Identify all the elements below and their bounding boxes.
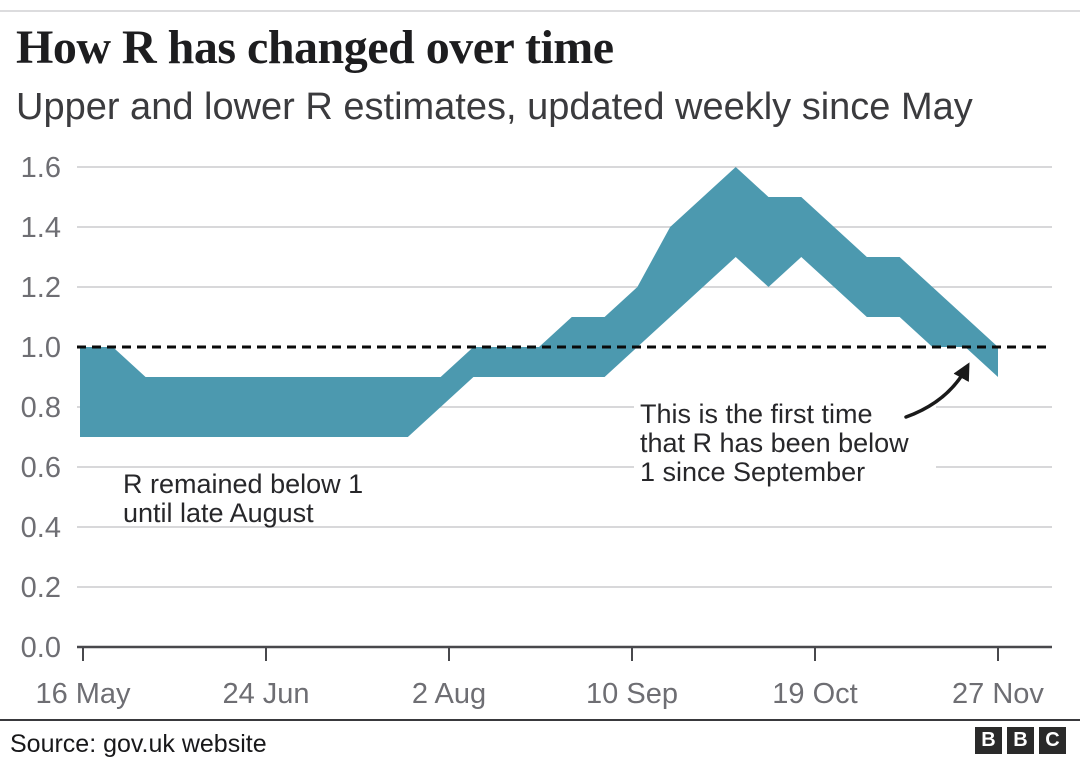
chart-subtitle: Upper and lower R estimates, updated wee… [16,86,973,128]
x-axis-tick-label: 10 Sep [586,678,678,710]
x-axis-tick-label: 27 Nov [952,678,1044,710]
y-axis-tick-label: 0.6 [21,452,61,484]
annotation-backing [634,399,936,489]
annotation-line: 1 since September [640,457,865,487]
annotation-line: until late August [123,498,314,528]
y-axis-tick-label: 1.6 [21,152,61,184]
x-axis-tick-label: 2 Aug [412,678,486,710]
annotation-line: that R has been below [640,428,909,458]
y-axis-tick-label: 1.2 [21,272,61,304]
y-axis-tick-label: 0.8 [21,392,61,424]
top-rule [0,10,1080,12]
x-axis-tick-label: 19 Oct [772,678,857,710]
y-axis-tick-label: 1.4 [21,212,61,244]
estimate-range-band [80,167,998,437]
y-axis-tick-label: 0.0 [21,632,61,664]
x-axis-tick-label: 24 Jun [222,678,309,710]
y-axis-tick-label: 0.4 [21,512,61,544]
footer-divider [0,719,1080,721]
bbc-logo-letter: B [975,727,1002,754]
annotation-line: R remained below 1 [123,469,363,499]
bbc-logo-letter: B [1007,727,1034,754]
bbc-logo: B B C [975,727,1066,754]
chart-title: How R has changed over time [16,21,614,74]
y-axis-tick-label: 0.2 [21,572,61,604]
annotation-arrow [904,362,970,419]
x-axis-tick-label: 16 May [35,678,131,710]
source-label: Source: gov.uk website [10,730,267,758]
annotation-line: This is the first time [640,399,873,429]
y-axis-tick-label: 1.0 [21,332,61,364]
bbc-logo-letter: C [1039,727,1066,754]
